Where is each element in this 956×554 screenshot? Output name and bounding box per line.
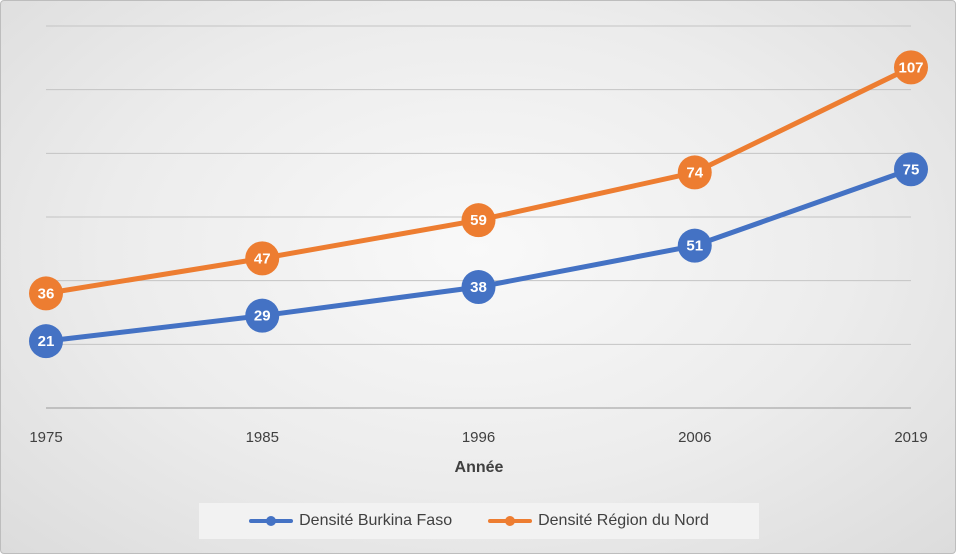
data-point-marker	[677, 228, 712, 263]
data-point-marker	[29, 276, 63, 311]
x-tick-label: 2006	[678, 429, 711, 446]
data-point-marker	[894, 152, 928, 187]
x-tick-label: 1985	[246, 429, 279, 446]
data-point-marker	[245, 241, 280, 276]
data-label: 74	[686, 164, 703, 181]
legend-swatch-nord	[488, 516, 533, 526]
data-point-marker	[29, 324, 63, 359]
data-label: 59	[470, 212, 487, 229]
data-label: 75	[903, 161, 920, 178]
data-label: 29	[254, 308, 271, 325]
data-point-marker	[461, 270, 496, 305]
legend-swatch-burkina	[249, 516, 294, 526]
x-tick-labels: 1975 1985 1996 2006 2019	[29, 429, 927, 446]
data-label: 47	[254, 250, 271, 267]
series-markers: 21 29 38 51 75 36 47 59 74 107	[29, 50, 928, 359]
x-tick-label: 1996	[462, 429, 495, 446]
series-line	[43, 64, 914, 296]
legend-label-nord: Densité Région du Nord	[538, 512, 709, 529]
x-axis-title: Année	[455, 459, 504, 476]
x-tick-label: 2019	[894, 429, 927, 446]
data-point-marker	[245, 298, 280, 333]
legend-label-burkina: Densité Burkina Faso	[299, 512, 453, 529]
series-line	[43, 166, 914, 344]
legend-item-nord: Densité Région du Nord	[488, 512, 709, 530]
data-point-marker	[461, 203, 496, 238]
legend-marker-icon	[505, 516, 516, 526]
data-label: 38	[470, 279, 487, 296]
data-point-marker	[894, 50, 928, 85]
data-label: 107	[898, 59, 923, 76]
data-point-marker	[677, 155, 712, 190]
x-tick-label: 1975	[29, 429, 62, 446]
data-label: 21	[38, 333, 55, 350]
data-label: 51	[686, 238, 703, 255]
legend-item-burkina: Densité Burkina Faso	[249, 512, 452, 530]
legend: Densité Burkina Faso Densité Région du N…	[199, 503, 759, 539]
data-label: 36	[38, 285, 55, 302]
legend-marker-icon	[266, 516, 277, 526]
